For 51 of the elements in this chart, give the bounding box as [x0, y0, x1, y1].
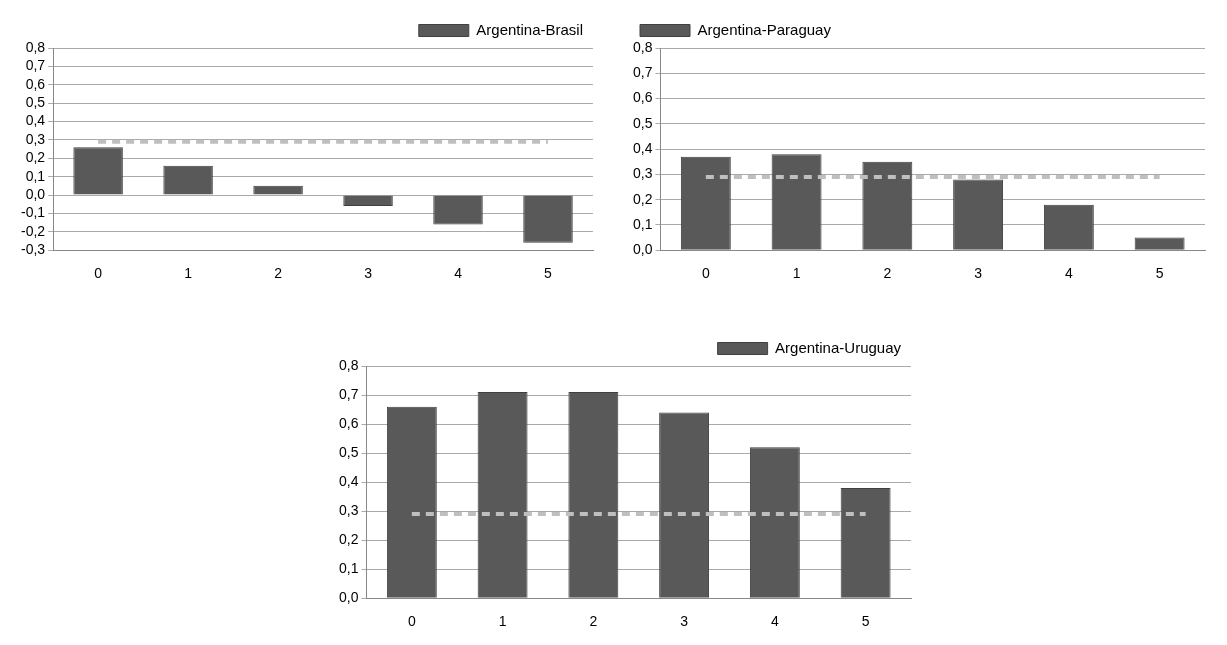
y-tick-label: 0,5	[632, 114, 653, 131]
legend-label: Argentina-Paraguay	[697, 20, 832, 38]
y-tick-label: 0,8	[338, 356, 359, 373]
y-tick-label: 0,6	[25, 75, 46, 92]
x-tick-label: 2	[883, 265, 892, 282]
y-tick-label: 0,2	[25, 149, 46, 166]
x-tick-label: 1	[792, 265, 801, 282]
x-tick-label: 1	[498, 613, 507, 630]
legend-label: Argentina-Brasil	[476, 20, 583, 38]
x-tick-label: 2	[589, 613, 598, 630]
y-tick-label: 0,1	[25, 167, 46, 184]
x-tick-label: 0	[94, 265, 103, 282]
x-tick-label: 1	[184, 265, 193, 282]
x-tick-label: 4	[454, 265, 463, 282]
x-tick-label: 3	[364, 265, 373, 282]
x-tick-label: 0	[701, 265, 710, 282]
y-tick-label: -0,1	[21, 204, 46, 221]
y-tick-label: 0,2	[632, 190, 653, 207]
y-tick-label: 0,0	[338, 589, 359, 606]
y-tick-label: 0,4	[632, 139, 653, 156]
x-tick-label: 4	[770, 613, 779, 630]
y-tick-label: 0,0	[25, 185, 46, 202]
y-tick-label: 0,6	[338, 414, 359, 431]
x-tick-label: 2	[274, 265, 283, 282]
y-tick-label: 0,5	[338, 443, 359, 460]
y-tick-label: 0,3	[338, 501, 359, 518]
x-tick-label: 0	[407, 613, 416, 630]
x-tick-label: 4	[1064, 265, 1073, 282]
y-tick-label: 0,4	[338, 472, 359, 489]
y-tick-label: 0,2	[338, 531, 359, 548]
y-tick-label: 0,1	[632, 215, 653, 232]
y-tick-label: -0,3	[21, 241, 46, 258]
y-tick-label: 0,3	[632, 165, 653, 182]
x-tick-label: 3	[680, 613, 689, 630]
y-tick-label: 0,1	[338, 560, 359, 577]
legend-label: Argentina-Uruguay	[775, 338, 902, 356]
x-tick-label: 5	[861, 613, 870, 630]
y-tick-label: 0,5	[25, 94, 46, 110]
y-tick-label: 0,7	[338, 385, 359, 402]
y-tick-label: 0,7	[25, 57, 46, 74]
y-tick-label: 0,8	[25, 38, 46, 55]
x-tick-label: 5	[544, 265, 553, 282]
y-tick-label: -0,2	[21, 222, 46, 239]
y-tick-label: 0,0	[632, 241, 653, 258]
x-tick-label: 3	[974, 265, 983, 282]
y-tick-label: 0,4	[25, 112, 46, 129]
x-tick-label: 5	[1155, 265, 1164, 282]
y-tick-label: 0,6	[632, 89, 653, 106]
y-tick-label: 0,8	[632, 38, 653, 55]
y-tick-label: 0,7	[632, 64, 653, 81]
y-tick-label: 0,3	[25, 130, 46, 147]
